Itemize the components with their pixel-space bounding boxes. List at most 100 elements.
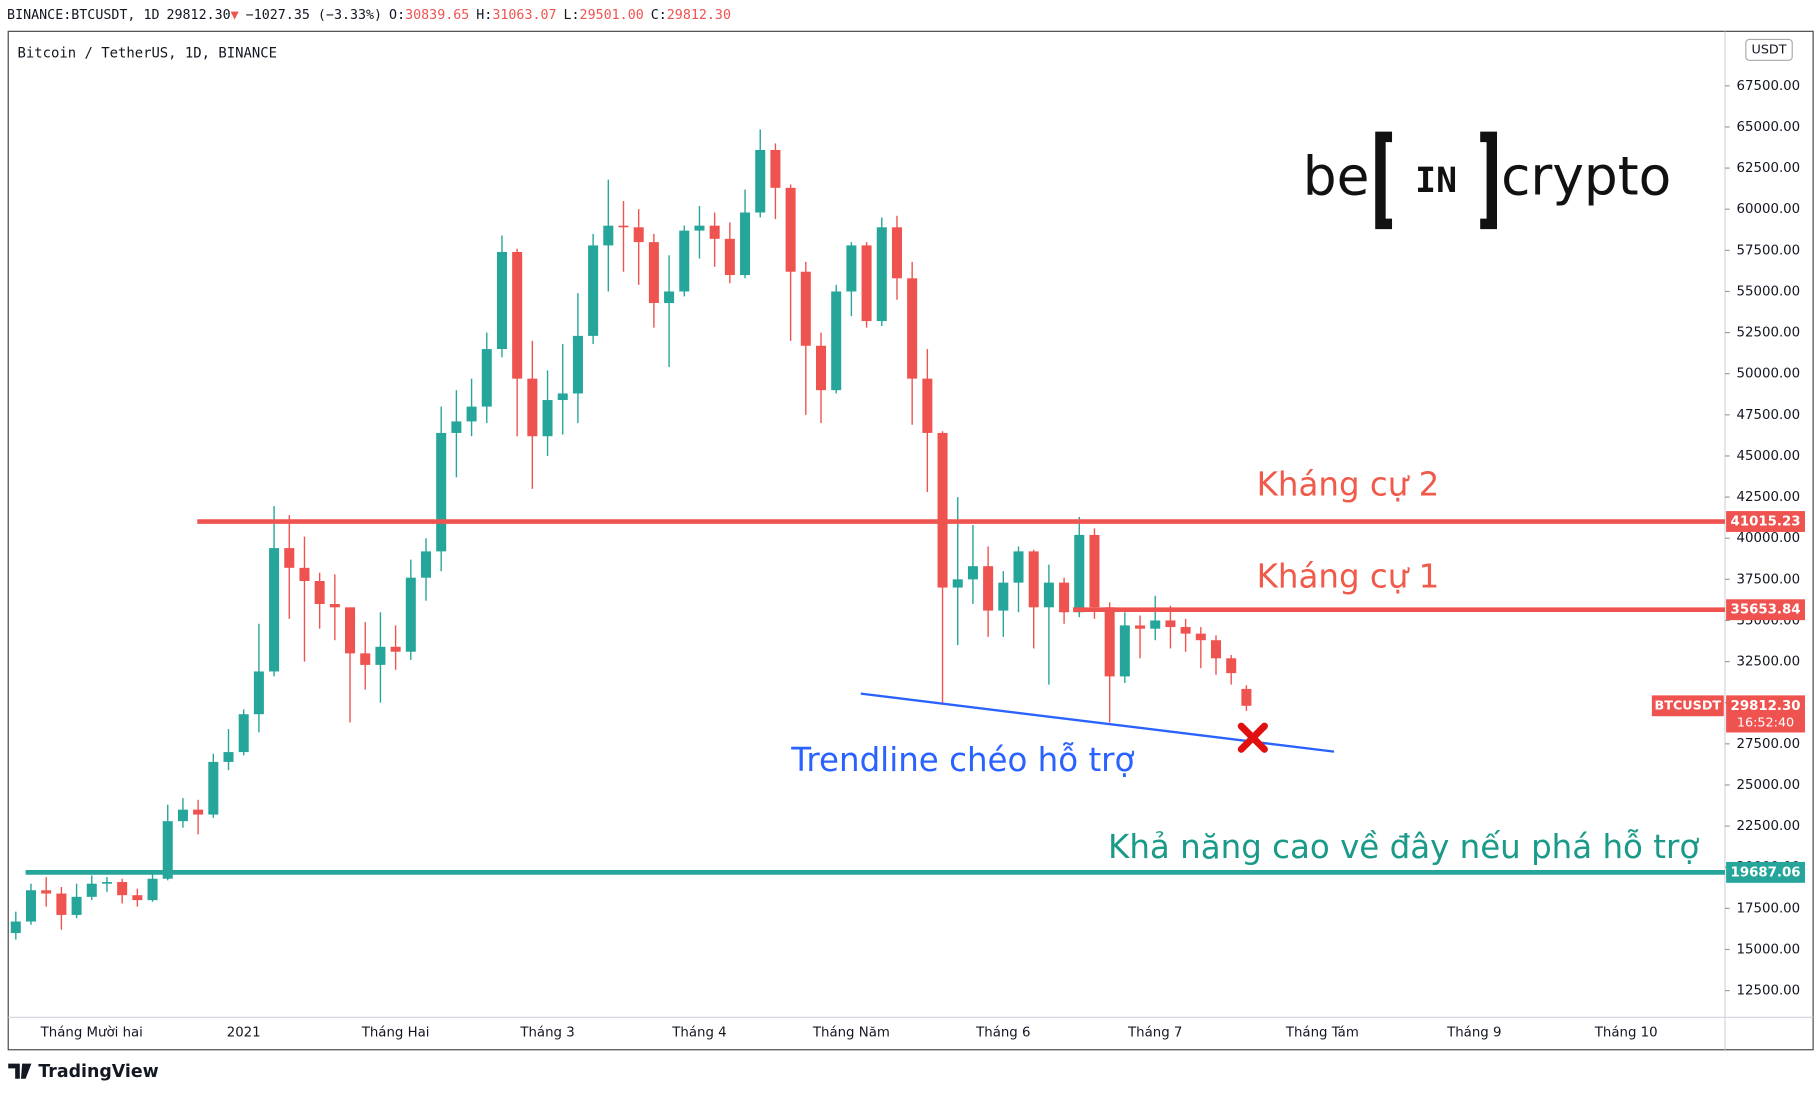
- level-annotation: Kháng cự 2: [1257, 466, 1440, 504]
- candle-body: [664, 291, 675, 303]
- candle-body: [405, 577, 416, 652]
- candle-body: [208, 761, 219, 815]
- candle-body: [1135, 625, 1146, 629]
- currency-label[interactable]: USDT: [1752, 42, 1787, 57]
- level-annotation: Khả năng cao về đây nếu phá hỗ trợ: [1108, 828, 1699, 866]
- candle-body: [238, 714, 249, 753]
- candle-body: [709, 225, 720, 239]
- header-item: BINANCE:BTCUSDT, 1D: [7, 8, 159, 23]
- y-tick-label: 17500.00: [1737, 901, 1801, 916]
- candle-body: [253, 671, 264, 715]
- candle-body: [618, 225, 629, 228]
- x-tick-label: 2021: [227, 1025, 261, 1040]
- candle-body: [390, 646, 401, 652]
- candle-body: [542, 400, 553, 437]
- candle-body: [572, 335, 583, 394]
- footer: TradingView: [8, 1062, 159, 1082]
- candle-body: [755, 149, 766, 213]
- candle-body: [1013, 551, 1024, 583]
- header-item: 29501.00: [580, 8, 644, 23]
- candle-body: [1180, 627, 1191, 634]
- candle-body: [436, 432, 447, 552]
- candle-body: [375, 646, 386, 665]
- y-tick-label: 57500.00: [1737, 243, 1801, 258]
- header-item: H:: [476, 8, 492, 23]
- candle-body: [1210, 640, 1222, 659]
- candle-body: [952, 579, 963, 588]
- footer-icon: [8, 1063, 32, 1079]
- header-item: 31063.07: [492, 8, 556, 23]
- candle-body: [527, 378, 538, 437]
- candle-body: [967, 566, 978, 580]
- candle-body: [132, 895, 143, 901]
- candle-body: [299, 567, 310, 581]
- y-tick-label: 15000.00: [1737, 942, 1801, 957]
- candle-body: [360, 653, 371, 665]
- candle-body: [420, 551, 432, 578]
- y-tick-label: 50000.00: [1737, 367, 1801, 382]
- y-tick-label: 62500.00: [1737, 161, 1801, 176]
- candle-body: [603, 225, 614, 246]
- candle-body: [861, 245, 872, 322]
- candle-body: [177, 809, 188, 822]
- candle-body: [117, 882, 128, 896]
- candle-body: [740, 212, 751, 276]
- candle-body: [648, 242, 659, 303]
- level-price-label: 35653.84: [1731, 603, 1801, 618]
- x-tick-label: Tháng 9: [1446, 1024, 1501, 1040]
- symbol-box: [1651, 695, 1724, 717]
- candle-body: [41, 890, 52, 894]
- chart-title: Bitcoin / TetherUS, 1D, BINANCE: [17, 45, 277, 61]
- candle-body: [633, 227, 644, 243]
- level-price-label: 41015.23: [1731, 515, 1801, 530]
- candle-body: [785, 187, 796, 272]
- x-tick-label: Tháng 6: [975, 1024, 1030, 1040]
- x-tick-label: Tháng 10: [1594, 1024, 1658, 1040]
- x-tick-label: Tháng Hai: [361, 1024, 430, 1040]
- x-tick-label: Tháng Tám: [1285, 1024, 1359, 1040]
- header-item: 29812.30: [667, 8, 731, 23]
- y-tick-label: 27500.00: [1737, 737, 1801, 752]
- level-price-label: 19687.06: [1731, 865, 1801, 880]
- candle-body: [557, 393, 568, 401]
- level-price-box: [1726, 861, 1805, 883]
- candle-body: [800, 271, 811, 346]
- candle-body: [679, 230, 690, 292]
- candle-body: [147, 878, 158, 901]
- header-item: L:: [564, 8, 580, 23]
- header-item: 29812.30: [166, 8, 230, 23]
- candle-body: [922, 378, 933, 433]
- y-tick-label: 22500.00: [1737, 819, 1801, 834]
- candle-body: [876, 227, 887, 322]
- candle-body: [1028, 551, 1039, 608]
- candle-body: [193, 809, 204, 815]
- candle-body: [56, 893, 67, 915]
- candle-body: [10, 921, 21, 934]
- symbol-header: BINANCE:BTCUSDT, 1D 29812.30▼ −1027.35 (−3…: [7, 8, 731, 23]
- candle-body: [451, 421, 462, 433]
- chart-frame: [7, 30, 1814, 1051]
- candle-body: [724, 238, 735, 276]
- candle-body: [1059, 582, 1070, 613]
- logo-brackets: [1375, 131, 1498, 230]
- x-tick-label: Tháng 7: [1127, 1024, 1182, 1040]
- candle-body: [223, 752, 234, 762]
- candle-body: [815, 345, 827, 391]
- candle-body: [101, 882, 112, 884]
- level-annotation: Kháng cự 1: [1257, 557, 1440, 595]
- header-item: −1027.35 (−3.33%): [246, 8, 382, 23]
- candle-body: [269, 548, 280, 672]
- candle-body: [512, 251, 523, 379]
- x-tick-label: Tháng 3: [519, 1024, 574, 1040]
- last-price-label: 29812.30: [1731, 699, 1801, 714]
- y-tick-label: 40000.00: [1737, 531, 1801, 546]
- candle-body: [983, 566, 994, 611]
- y-tick-label: 55000.00: [1737, 284, 1801, 299]
- candle-body: [1226, 658, 1237, 674]
- currency-box[interactable]: [1745, 38, 1793, 61]
- footer-brand[interactable]: TradingView: [38, 1062, 158, 1082]
- candle-body: [1119, 625, 1130, 677]
- y-tick-label: 32500.00: [1737, 655, 1801, 670]
